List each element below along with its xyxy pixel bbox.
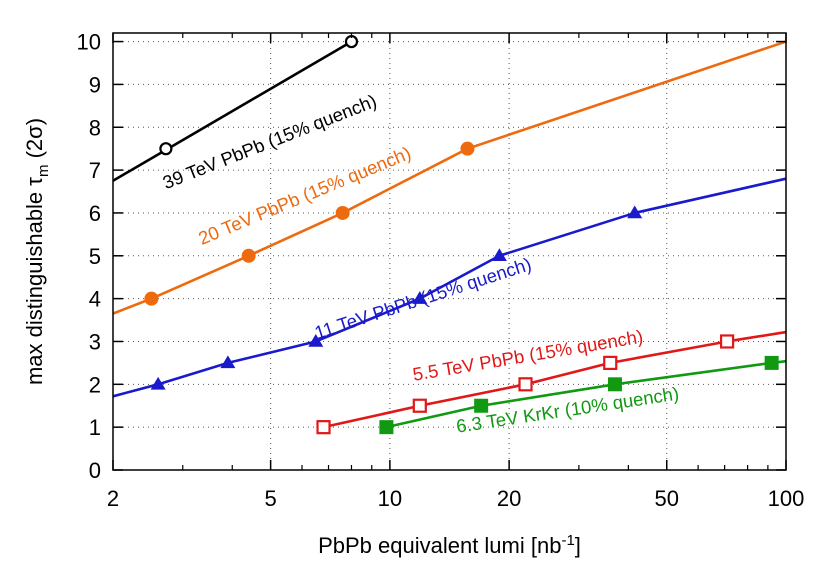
series-label-11-tev-pbpb-15-quench: 11 TeV PbPb (15% quench) (312, 253, 534, 343)
data-point-11-tev-pbpb-15-quench (412, 291, 428, 304)
data-point-11-tev-pbpb-15-quench (491, 248, 507, 262)
x-tick-label: 5 (265, 486, 277, 511)
y-tick-label: 6 (89, 201, 101, 226)
data-point-6-3-tev-krkr-10-quench (607, 377, 622, 392)
data-point-6-3-tev-krkr-10-quench (379, 420, 394, 435)
plot-area-frame (112, 32, 787, 471)
series-line-5-5-tev-pbpb-15-quench (323, 330, 787, 429)
x-axis-title: PbPb equivalent lumi [nb-1] (318, 532, 581, 558)
x-axis-title-main: PbPb equivalent lumi [nb (318, 533, 561, 558)
data-point-11-tev-pbpb-15-quench (150, 376, 166, 390)
series-label-5-5-tev-pbpb-15-quench: 5.5 TeV PbPb (15% quench) (411, 326, 644, 385)
y-tick-label: 10 (77, 30, 101, 55)
y-tick-label: 9 (89, 72, 101, 97)
y-tick-label: 0 (89, 458, 101, 483)
x-axis-title-end: ] (575, 533, 581, 558)
y-axis-title-sub: m (35, 165, 52, 178)
x-tick-label: 100 (768, 486, 805, 511)
x-tick-label: 20 (497, 486, 521, 511)
y-tick-label: 1 (89, 415, 101, 440)
x-tick-label: 2 (107, 486, 119, 511)
data-point-5-5-tev-pbpb-15-quench (412, 398, 427, 413)
data-point-5-5-tev-pbpb-15-quench (719, 334, 735, 349)
data-point-11-tev-pbpb-15-quench (308, 333, 324, 347)
y-tick-label: 4 (89, 287, 101, 312)
data-point-5-5-tev-pbpb-15-quench (603, 355, 618, 370)
data-point-11-tev-pbpb-15-quench (627, 205, 643, 219)
y-tick-label: 8 (89, 115, 101, 140)
x-axis-title-sup: -1 (561, 532, 574, 549)
axis-ticks (112, 33, 787, 471)
y-axis-title-end: (2σ) (22, 118, 47, 165)
x-tick-label: 10 (378, 486, 402, 511)
data-point-20-tev-pbpb-15-quench (241, 248, 256, 263)
y-tick-label: 5 (89, 244, 101, 269)
data-point-5-5-tev-pbpb-15-quench (518, 377, 533, 392)
data-point-39-tev-pbpb-15-quench (159, 142, 173, 156)
y-tick-label: 3 (89, 329, 101, 354)
series-line-39-tev-pbpb-15-quench (112, 40, 353, 182)
data-point-20-tev-pbpb-15-quench (144, 291, 159, 306)
series-line-20-tev-pbpb-15-quench (112, 40, 787, 315)
x-tick-label: 50 (655, 486, 679, 511)
data-point-11-tev-pbpb-15-quench (220, 355, 236, 369)
data-point-5-5-tev-pbpb-15-quench (316, 420, 331, 435)
series-markers (144, 34, 779, 435)
y-tick-label: 2 (89, 372, 101, 397)
data-point-20-tev-pbpb-15-quench (335, 205, 350, 220)
series-labels: 39 TeV PbPb (15% quench)20 TeV PbPb (15%… (160, 90, 681, 437)
data-point-20-tev-pbpb-15-quench (460, 141, 475, 156)
y-axis-title: max distinguishable τm (2σ) (22, 118, 52, 385)
tick-labels: 0 1 2 3 4 5 6 7 8 9 10 2 5 10 20 50 100 (77, 30, 805, 511)
data-point-6-3-tev-krkr-10-quench (474, 398, 489, 413)
y-axis-title-main: max distinguishable τ (22, 177, 47, 385)
grid (113, 33, 786, 470)
y-tick-label: 7 (89, 158, 101, 183)
series-line-11-tev-pbpb-15-quench (112, 177, 787, 398)
data-point-6-3-tev-krkr-10-quench (764, 355, 779, 370)
